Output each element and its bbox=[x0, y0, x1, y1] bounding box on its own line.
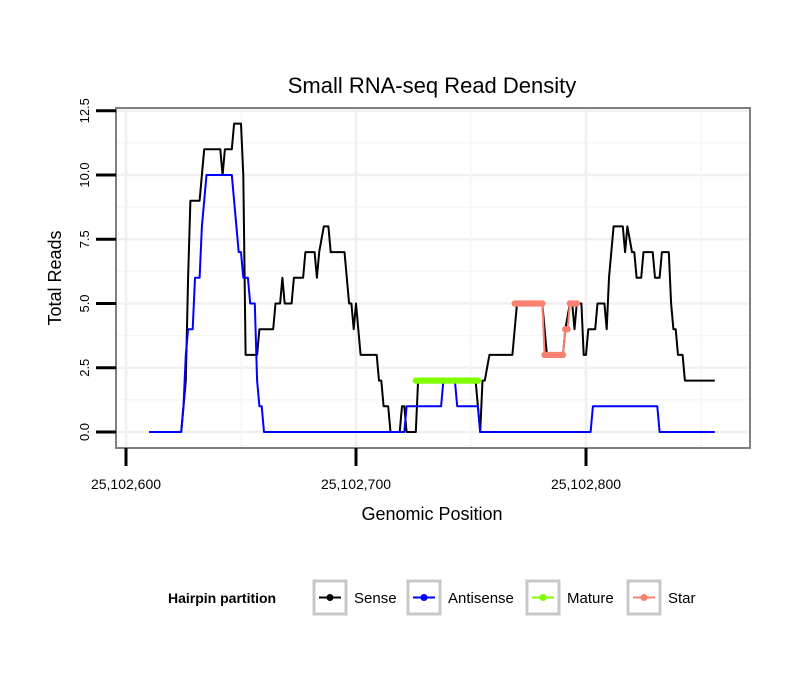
x-tick-label: 25,102,600 bbox=[91, 476, 161, 492]
y-tick-label: 5.0 bbox=[77, 294, 92, 312]
legend-key-point bbox=[539, 594, 547, 601]
star-point bbox=[564, 326, 571, 333]
legend-item-mature: Mature bbox=[525, 579, 614, 616]
sense-line bbox=[149, 122, 715, 433]
x-tick-label: 25,102,700 bbox=[321, 476, 391, 492]
legend-item-antisense: Antisense bbox=[406, 579, 514, 616]
y-axis-label: Total Reads bbox=[45, 230, 65, 325]
star-point bbox=[573, 300, 580, 307]
legend-key-point bbox=[640, 594, 648, 601]
y-tick-label: 7.5 bbox=[77, 230, 92, 248]
legend-label: Sense bbox=[354, 590, 397, 607]
star-point bbox=[539, 300, 546, 307]
legend-key-point bbox=[420, 594, 428, 601]
grid bbox=[116, 108, 750, 448]
x-tick-label: 25,102,800 bbox=[551, 476, 621, 492]
y-tick-label: 0.0 bbox=[77, 423, 92, 441]
series-layer bbox=[149, 122, 715, 433]
x-axis-label: Genomic Position bbox=[361, 504, 502, 524]
legend-label: Mature bbox=[567, 590, 614, 607]
star-point bbox=[559, 351, 567, 359]
legend-key-point bbox=[326, 594, 334, 601]
legend-item-star: Star bbox=[626, 579, 696, 616]
mature-point bbox=[474, 377, 482, 384]
legend-item-sense: Sense bbox=[312, 579, 397, 616]
y-tick-label: 2.5 bbox=[77, 359, 92, 377]
antisense-line bbox=[149, 174, 715, 433]
axes: 0.0 2.5 5.0 7.5 10.0 12.5 25,102,600 25,102,700… bbox=[77, 98, 621, 492]
chart-title: Small RNA-seq Read Density bbox=[288, 73, 577, 98]
y-tick-label: 12.5 bbox=[77, 98, 92, 123]
legend-title: Hairpin partition bbox=[168, 590, 276, 606]
legend-label: Antisense bbox=[448, 590, 514, 607]
legend-label: Star bbox=[668, 590, 696, 607]
y-tick-label: 10.0 bbox=[77, 162, 92, 187]
plot-panel bbox=[115, 107, 751, 449]
legend: Hairpin partition Sense Antisense Mature Sta… bbox=[168, 579, 696, 616]
